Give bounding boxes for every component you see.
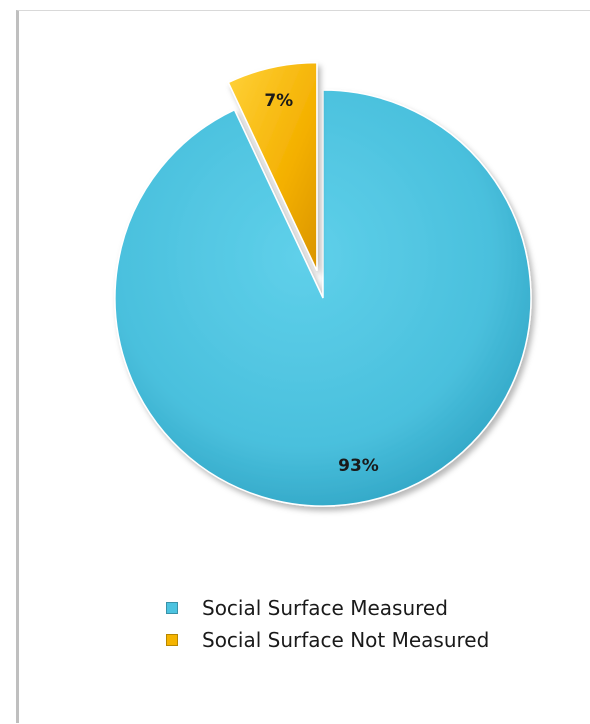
legend-swatch-not-measured bbox=[166, 634, 178, 646]
legend-item-measured: Social Surface Measured bbox=[166, 592, 489, 624]
data-label-not-measured: 7% bbox=[264, 91, 293, 111]
legend-label-measured: Social Surface Measured bbox=[202, 596, 448, 620]
pie-slice-not-measured bbox=[227, 61, 318, 271]
legend-swatch-measured bbox=[166, 602, 178, 614]
legend-item-not-measured: Social Surface Not Measured bbox=[166, 624, 489, 656]
legend-label-not-measured: Social Surface Not Measured bbox=[202, 628, 490, 652]
pie-slice-measured bbox=[114, 89, 532, 507]
data-label-measured: 93% bbox=[338, 456, 379, 476]
chart-legend: Social Surface Measured Social Surface N… bbox=[166, 592, 489, 656]
